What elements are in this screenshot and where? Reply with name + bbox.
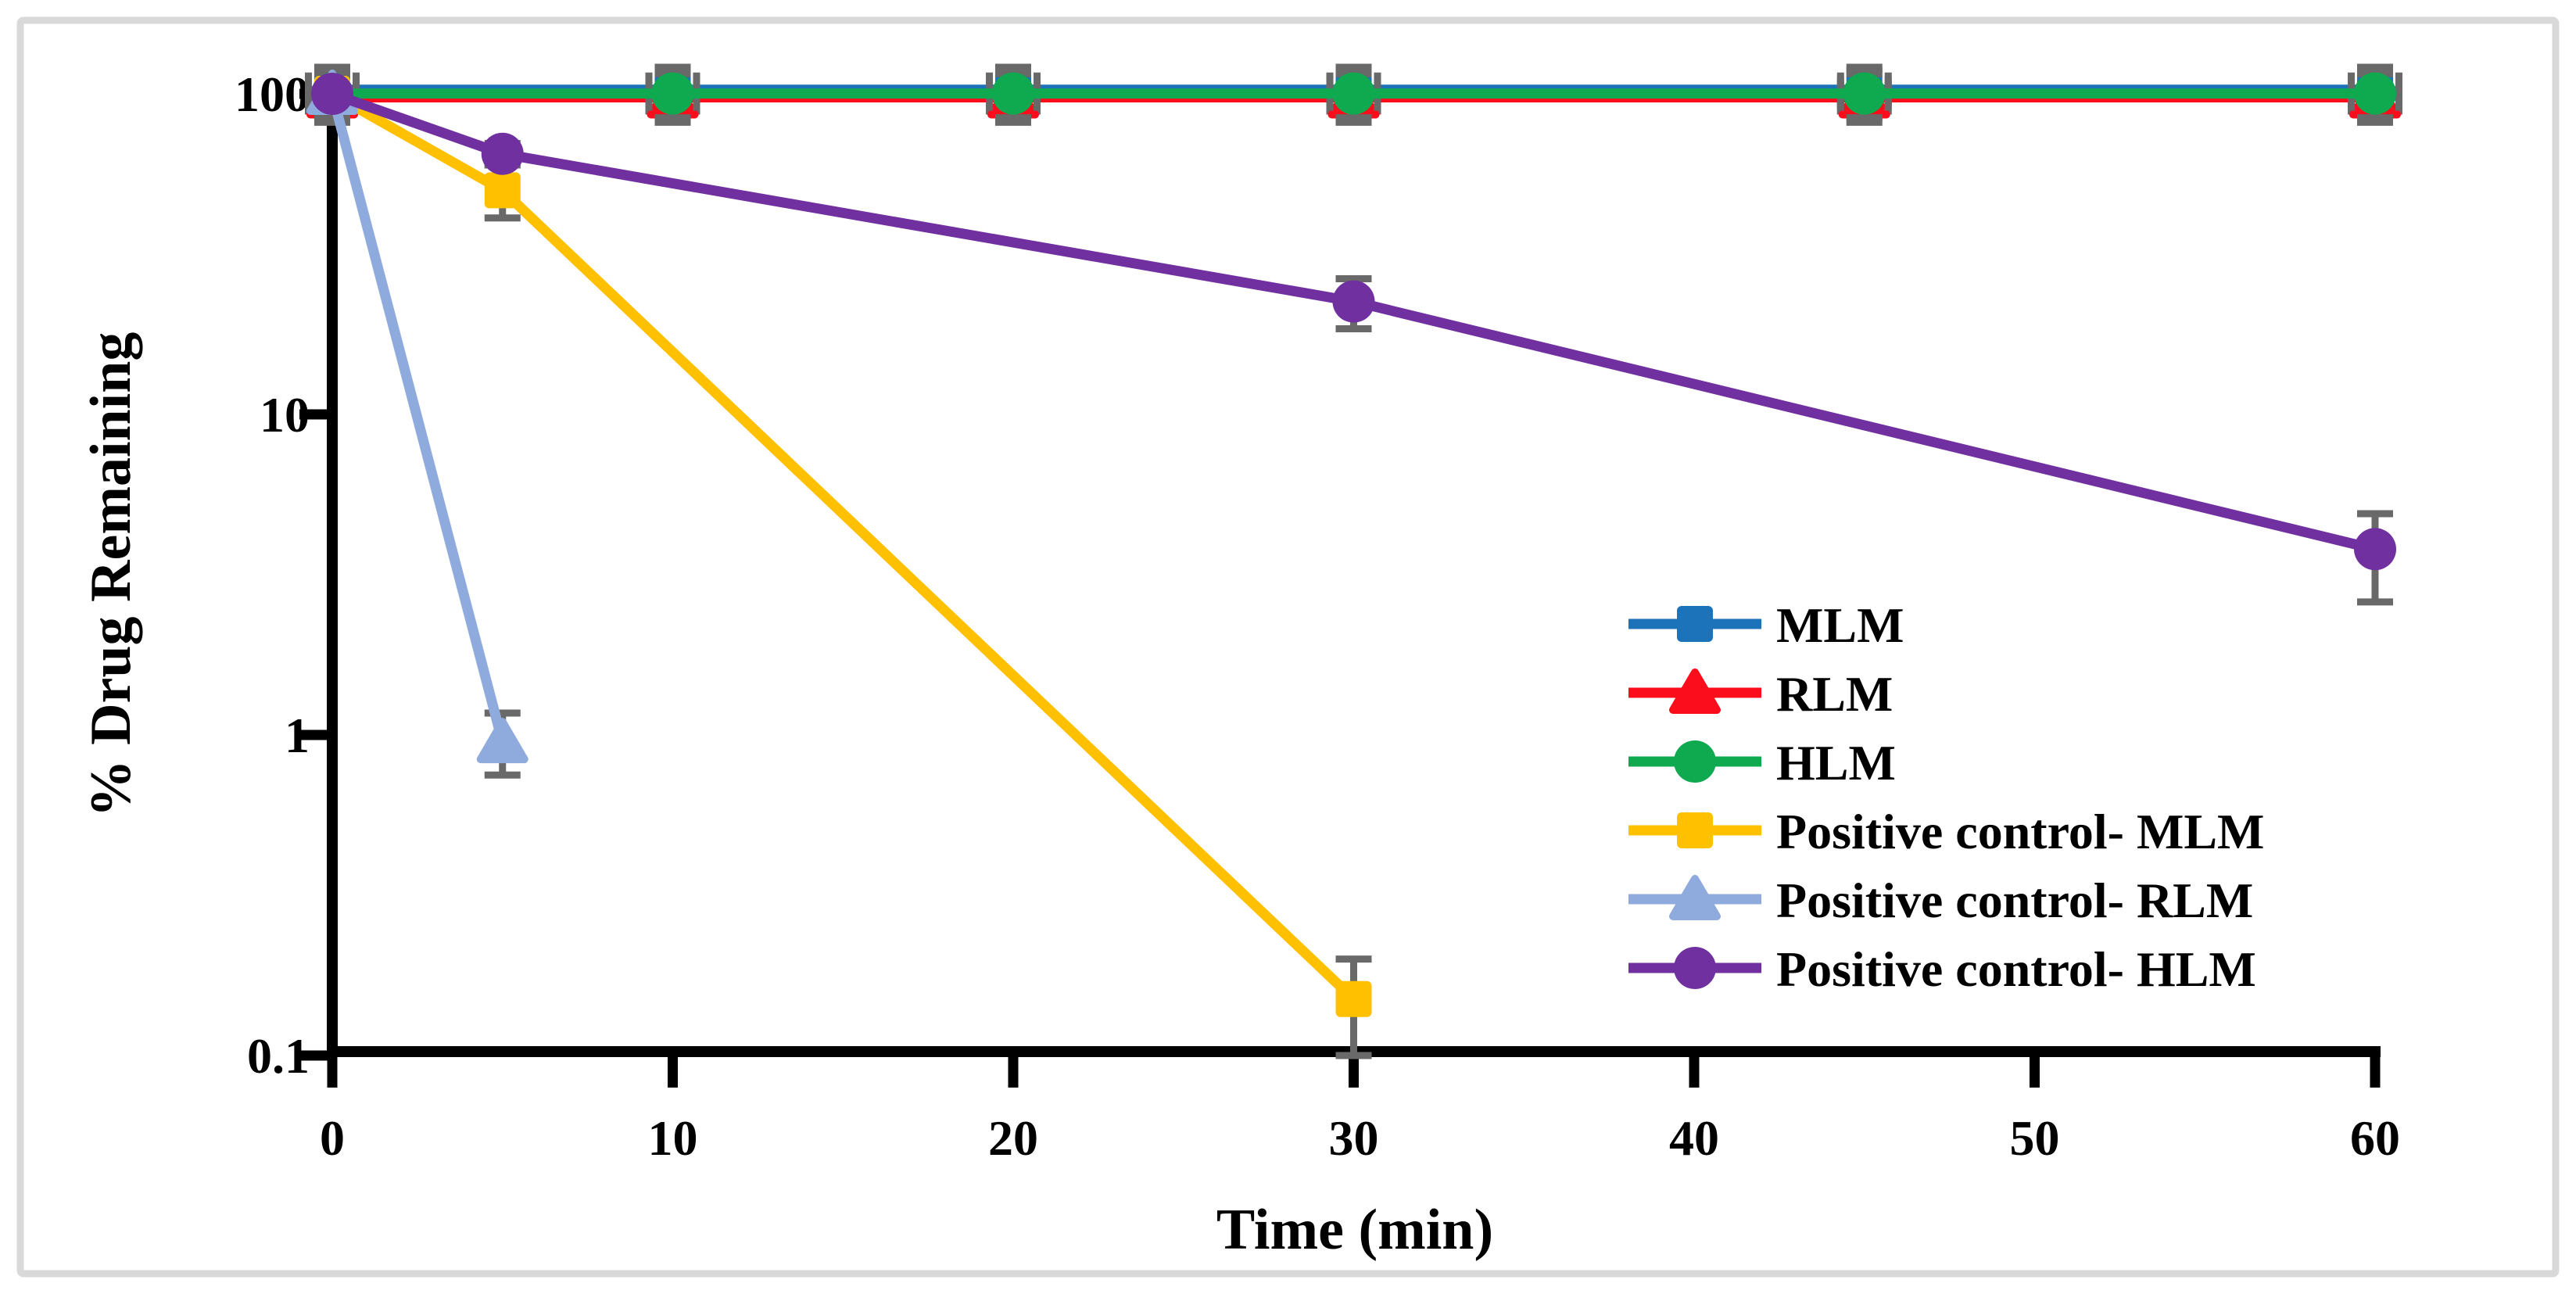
legend-label: RLM bbox=[1776, 666, 1893, 722]
series-marker-5 bbox=[2354, 528, 2396, 571]
y-tick-label: 100 bbox=[235, 66, 310, 122]
legend-label: Positive control- RLM bbox=[1776, 873, 2253, 928]
series-marker-5 bbox=[481, 132, 524, 175]
y-tick-label: 0.1 bbox=[247, 1028, 310, 1084]
series-marker-2 bbox=[992, 72, 1034, 115]
series-marker-2 bbox=[2354, 72, 2396, 115]
series-marker-2 bbox=[651, 72, 694, 115]
series-marker-4 bbox=[476, 718, 528, 764]
series-marker-5 bbox=[311, 73, 353, 115]
y-axis-title: % Drug Remaining bbox=[79, 332, 143, 818]
series-line-4 bbox=[327, 88, 508, 747]
y-tick-label: 10 bbox=[260, 387, 310, 443]
series-marker-2 bbox=[1843, 72, 1886, 115]
x-tick-label: 10 bbox=[648, 1110, 698, 1166]
series-marker-2 bbox=[1332, 72, 1375, 115]
x-tick-label: 30 bbox=[1329, 1110, 1379, 1166]
x-tick-label: 60 bbox=[2350, 1110, 2400, 1166]
series-marker-3 bbox=[1335, 980, 1372, 1017]
x-tick-label: 40 bbox=[1669, 1110, 1719, 1166]
y-tick-label: 1 bbox=[285, 708, 310, 763]
legend-marker-triangle bbox=[1669, 875, 1721, 920]
legend-label: HLM bbox=[1776, 735, 1896, 790]
x-tick-label: 20 bbox=[988, 1110, 1038, 1166]
series-marker-3 bbox=[484, 172, 521, 209]
legend-marker-triangle bbox=[1669, 669, 1721, 714]
series-marker-5 bbox=[1332, 280, 1375, 323]
series-line-5 bbox=[327, 88, 2381, 554]
legend-marker-square bbox=[1677, 606, 1713, 642]
x-axis-title: Time (min) bbox=[1216, 1198, 1493, 1262]
x-tick-label: 50 bbox=[2010, 1110, 2060, 1166]
legend-marker-circle bbox=[1674, 947, 1716, 989]
legend-marker-square bbox=[1677, 812, 1713, 848]
legend-label: Positive control- HLM bbox=[1776, 941, 2256, 997]
x-tick-label: 0 bbox=[320, 1110, 345, 1166]
legend-label: Positive control- MLM bbox=[1776, 804, 2264, 859]
chart-border bbox=[16, 16, 2560, 1278]
legend-marker-circle bbox=[1674, 740, 1716, 783]
legend-label: MLM bbox=[1776, 597, 1904, 653]
figure-background bbox=[4, 4, 2572, 1290]
